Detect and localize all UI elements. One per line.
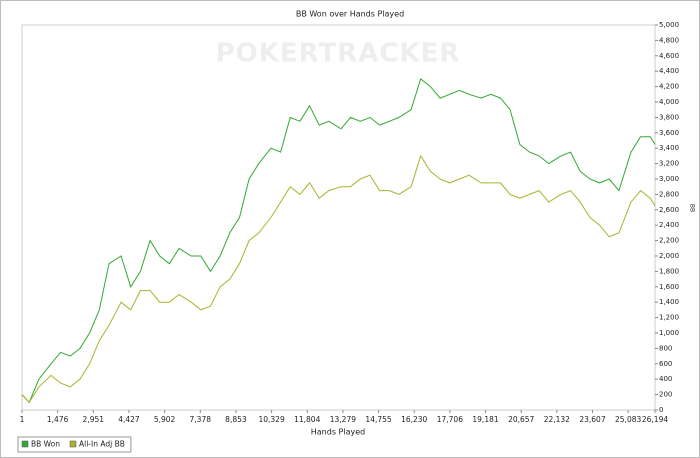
x-tick-label: 1 (20, 415, 25, 424)
y-tick-label: 4,000 (659, 98, 679, 106)
y-tick-label: 2,800 (659, 190, 679, 198)
x-tick-label: 26,194 (642, 415, 668, 424)
y-tick-label: 200 (659, 391, 672, 399)
y-tick-label: 1,200 (659, 314, 679, 322)
x-tick-label: 10,329 (258, 415, 284, 424)
y-tick-label: 2,200 (659, 237, 679, 245)
x-tick-label: 8,853 (225, 415, 247, 424)
x-tick-label: 19,181 (472, 415, 498, 424)
x-tick-label: 11,804 (294, 415, 320, 424)
y-tick-label: 3,600 (659, 129, 679, 137)
x-tick-label: 17,706 (437, 415, 463, 424)
y-tick-label: 1,400 (659, 298, 679, 306)
x-axis-label: Hands Played (311, 428, 365, 437)
legend-label: BB Won (31, 440, 60, 449)
y-tick-label: 400 (659, 375, 672, 383)
y-axis-label: BB (689, 204, 696, 212)
y-tick-label: 1,800 (659, 267, 679, 275)
y-tick-label: 3,200 (659, 160, 679, 168)
x-tick-label: 7,378 (190, 415, 212, 424)
series-line (21, 154, 656, 404)
x-tick-label: 22,132 (544, 415, 570, 424)
y-tick-label: 3,000 (659, 175, 679, 183)
y-tick-label: 800 (659, 344, 672, 352)
x-tick-label: 5,902 (154, 415, 176, 424)
y-tick-label: 5,000 (659, 21, 679, 29)
y-tick-label: 3,800 (659, 113, 679, 121)
x-tick-label: 1,476 (47, 415, 69, 424)
plot-frame (21, 24, 656, 411)
legend-swatch (69, 440, 77, 448)
y-tick-label: 4,800 (659, 36, 679, 44)
x-tick-label: 2,951 (83, 415, 105, 424)
y-tick-label: 1,600 (659, 283, 679, 291)
watermark: POKERTRACKER (216, 39, 461, 69)
x-tick-label: 20,657 (508, 415, 534, 424)
x-tick-label: 4,427 (118, 415, 140, 424)
y-tick-label: 4,400 (659, 67, 679, 75)
y-tick-label: 1,000 (659, 329, 679, 337)
y-tick-label: 2,400 (659, 221, 679, 229)
legend-label: All-In Adj BB (79, 440, 125, 449)
x-tick-label: 13,279 (330, 415, 356, 424)
y-tick-label: 0 (659, 406, 663, 414)
series-line (21, 78, 656, 404)
x-tick-label: 16,230 (401, 415, 427, 424)
legend-swatch (21, 440, 29, 448)
y-tick-label: 2,000 (659, 252, 679, 260)
y-tick-label: 3,400 (659, 144, 679, 152)
x-tick-label: 23,607 (579, 415, 605, 424)
y-tick-label: 4,600 (659, 52, 679, 60)
y-tick-label: 4,200 (659, 83, 679, 91)
chart-title: BB Won over Hands Played (296, 10, 404, 19)
x-tick-label: 14,755 (365, 415, 391, 424)
y-tick-label: 600 (659, 360, 672, 368)
y-tick-label: 2,600 (659, 206, 679, 214)
x-tick-label: 25,083 (615, 415, 641, 424)
